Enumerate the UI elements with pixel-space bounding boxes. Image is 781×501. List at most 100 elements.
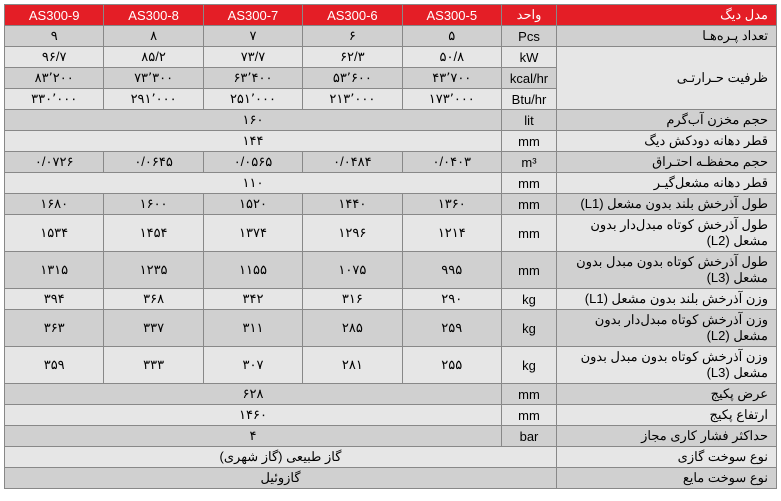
param-cell: عرض پکیج [557, 384, 777, 405]
value-cell: ۹۹۵ [402, 252, 501, 289]
unit-cell: mm [502, 252, 557, 289]
param-cell: طول آذرخش کوتاه بدون مبدل بدون مشعل (L3) [557, 252, 777, 289]
value-cell: ۱۶۸۰ [5, 194, 104, 215]
unit-cell: mm [502, 194, 557, 215]
header-col: AS300-8 [104, 5, 203, 26]
value-cell: ۴۳٬۷۰۰ [402, 68, 501, 89]
value-cell: ۳۴۲ [203, 289, 302, 310]
value-cell: ۳۳۰٬۰۰۰ [5, 89, 104, 110]
unit-cell: mm [502, 384, 557, 405]
unit-cell: m³ [502, 152, 557, 173]
value-cell: ۶۳٬۴۰۰ [203, 68, 302, 89]
value-cell: ۵ [402, 26, 501, 47]
value-cell: ۰/۰۶۴۵ [104, 152, 203, 173]
value-cell: ۳۳۳ [104, 347, 203, 384]
unit-cell: kg [502, 310, 557, 347]
param-cell: ارتفاع پکیج [557, 405, 777, 426]
param-cell: وزن آذرخش بلند بدون مشعل (L1) [557, 289, 777, 310]
param-cell: طول آذرخش بلند بدون مشعل (L1) [557, 194, 777, 215]
value-cell: ۲۵۹ [402, 310, 501, 347]
value-cell: ۳۹۴ [5, 289, 104, 310]
value-cell: ۲۹۰ [402, 289, 501, 310]
value-cell: ۳۳۷ [104, 310, 203, 347]
unit-cell: kcal/hr [502, 68, 557, 89]
table-row: ۹۸۷۶۵Pcsتعداد پـره‌هـا [5, 26, 777, 47]
table-row: ۱۶۰litحجم مخزن آب‌گرم [5, 110, 777, 131]
value-cell: ۱۲۱۴ [402, 215, 501, 252]
unit-cell: Btu/hr [502, 89, 557, 110]
header-col: واحد [502, 5, 557, 26]
value-cell: ۱۲۳۵ [104, 252, 203, 289]
merged-value: گاز طبیعی (گاز شهری) [5, 447, 557, 468]
value-cell: ۲۵۵ [402, 347, 501, 384]
value-cell: ۰/۰۷۲۶ [5, 152, 104, 173]
unit-cell: bar [502, 426, 557, 447]
value-cell: ۱۲۹۶ [303, 215, 402, 252]
value-cell: ۶۲/۳ [303, 47, 402, 68]
value-cell: ۹ [5, 26, 104, 47]
value-cell: ۱۳۱۵ [5, 252, 104, 289]
param-cell: وزن آذرخش کوتاه مبدل‌دار بدون مشعل (L2) [557, 310, 777, 347]
value-cell: ۲۸۱ [303, 347, 402, 384]
value-cell: ۱۴۵۴ [104, 215, 203, 252]
unit-cell: Pcs [502, 26, 557, 47]
merged-value: گازوئیل [5, 468, 557, 489]
table-row: ۳۶۳۳۳۷۳۱۱۲۸۵۲۵۹kgوزن آذرخش کوتاه مبدل‌دا… [5, 310, 777, 347]
value-cell: ۱۵۲۰ [203, 194, 302, 215]
table-row: ۳۵۹۳۳۳۳۰۷۲۸۱۲۵۵kgوزن آذرخش کوتاه بدون مب… [5, 347, 777, 384]
merged-value: ۱۴۶۰ [5, 405, 502, 426]
table-row: ۱۶۸۰۱۶۰۰۱۵۲۰۱۴۴۰۱۳۶۰mmطول آذرخش بلند بدو… [5, 194, 777, 215]
boiler-spec-table: AS300-9AS300-8AS300-7AS300-6AS300-5واحدم… [4, 4, 777, 489]
unit-cell: mm [502, 131, 557, 152]
table-row: ۱۵۳۴۱۴۵۴۱۳۷۴۱۲۹۶۱۲۱۴mmطول آذرخش کوتاه مب… [5, 215, 777, 252]
param-cell: تعداد پـره‌هـا [557, 26, 777, 47]
value-cell: ۳۱۶ [303, 289, 402, 310]
unit-cell: kg [502, 347, 557, 384]
header-model: مدل دیگ [557, 5, 777, 26]
merged-value: ۴ [5, 426, 502, 447]
unit-cell: kg [502, 289, 557, 310]
value-cell: ۸ [104, 26, 203, 47]
param-cell: حداکثر فشار کاری مجاز [557, 426, 777, 447]
value-cell: ۱۱۵۵ [203, 252, 302, 289]
unit-cell: mm [502, 173, 557, 194]
value-cell: ۱۳۷۴ [203, 215, 302, 252]
value-cell: ۲۸۵ [303, 310, 402, 347]
table-row: ۱۴۴mmقطر دهانه دودکش دیگ [5, 131, 777, 152]
table-row: ۱۳۱۵۱۲۳۵۱۱۵۵۱۰۷۵۹۹۵mmطول آذرخش کوتاه بدو… [5, 252, 777, 289]
param-cell: قطر دهانه دودکش دیگ [557, 131, 777, 152]
unit-cell: mm [502, 215, 557, 252]
value-cell: ۵۳٬۶۰۰ [303, 68, 402, 89]
header-col: AS300-7 [203, 5, 302, 26]
value-cell: ۷۳/۷ [203, 47, 302, 68]
value-cell: ۷ [203, 26, 302, 47]
param-cell: ظرفیت حـرارتـی [557, 47, 777, 110]
value-cell: ۱۷۳٬۰۰۰ [402, 89, 501, 110]
value-cell: ۲۵۱٬۰۰۰ [203, 89, 302, 110]
value-cell: ۳۶۸ [104, 289, 203, 310]
param-cell: نوع سوخت مایع [557, 468, 777, 489]
value-cell: ۱۴۴۰ [303, 194, 402, 215]
value-cell: ۳۱۱ [203, 310, 302, 347]
merged-value: ۱۴۴ [5, 131, 502, 152]
value-cell: ۱۳۶۰ [402, 194, 501, 215]
value-cell: ۳۰۷ [203, 347, 302, 384]
value-cell: ۶ [303, 26, 402, 47]
value-cell: ۱۵۳۴ [5, 215, 104, 252]
merged-value: ۶۲۸ [5, 384, 502, 405]
table-row: ۹۶/۷۸۵/۲۷۳/۷۶۲/۳۵۰/۸kWظرفیت حـرارتـی [5, 47, 777, 68]
value-cell: ۰/۰۴۸۴ [303, 152, 402, 173]
table-row: گازوئیلنوع سوخت مایع [5, 468, 777, 489]
param-cell: قطر دهانه مشعل‌گیـر [557, 173, 777, 194]
value-cell: ۳۵۹ [5, 347, 104, 384]
value-cell: ۲۹۱٬۰۰۰ [104, 89, 203, 110]
unit-cell: mm [502, 405, 557, 426]
param-cell: طول آذرخش کوتاه مبدل‌دار بدون مشعل (L2) [557, 215, 777, 252]
value-cell: ۵۰/۸ [402, 47, 501, 68]
value-cell: ۱۶۰۰ [104, 194, 203, 215]
value-cell: ۹۶/۷ [5, 47, 104, 68]
value-cell: ۸۵/۲ [104, 47, 203, 68]
value-cell: ۱۰۷۵ [303, 252, 402, 289]
merged-value: ۱۱۰ [5, 173, 502, 194]
param-cell: حجم محفظـه احتـراق [557, 152, 777, 173]
